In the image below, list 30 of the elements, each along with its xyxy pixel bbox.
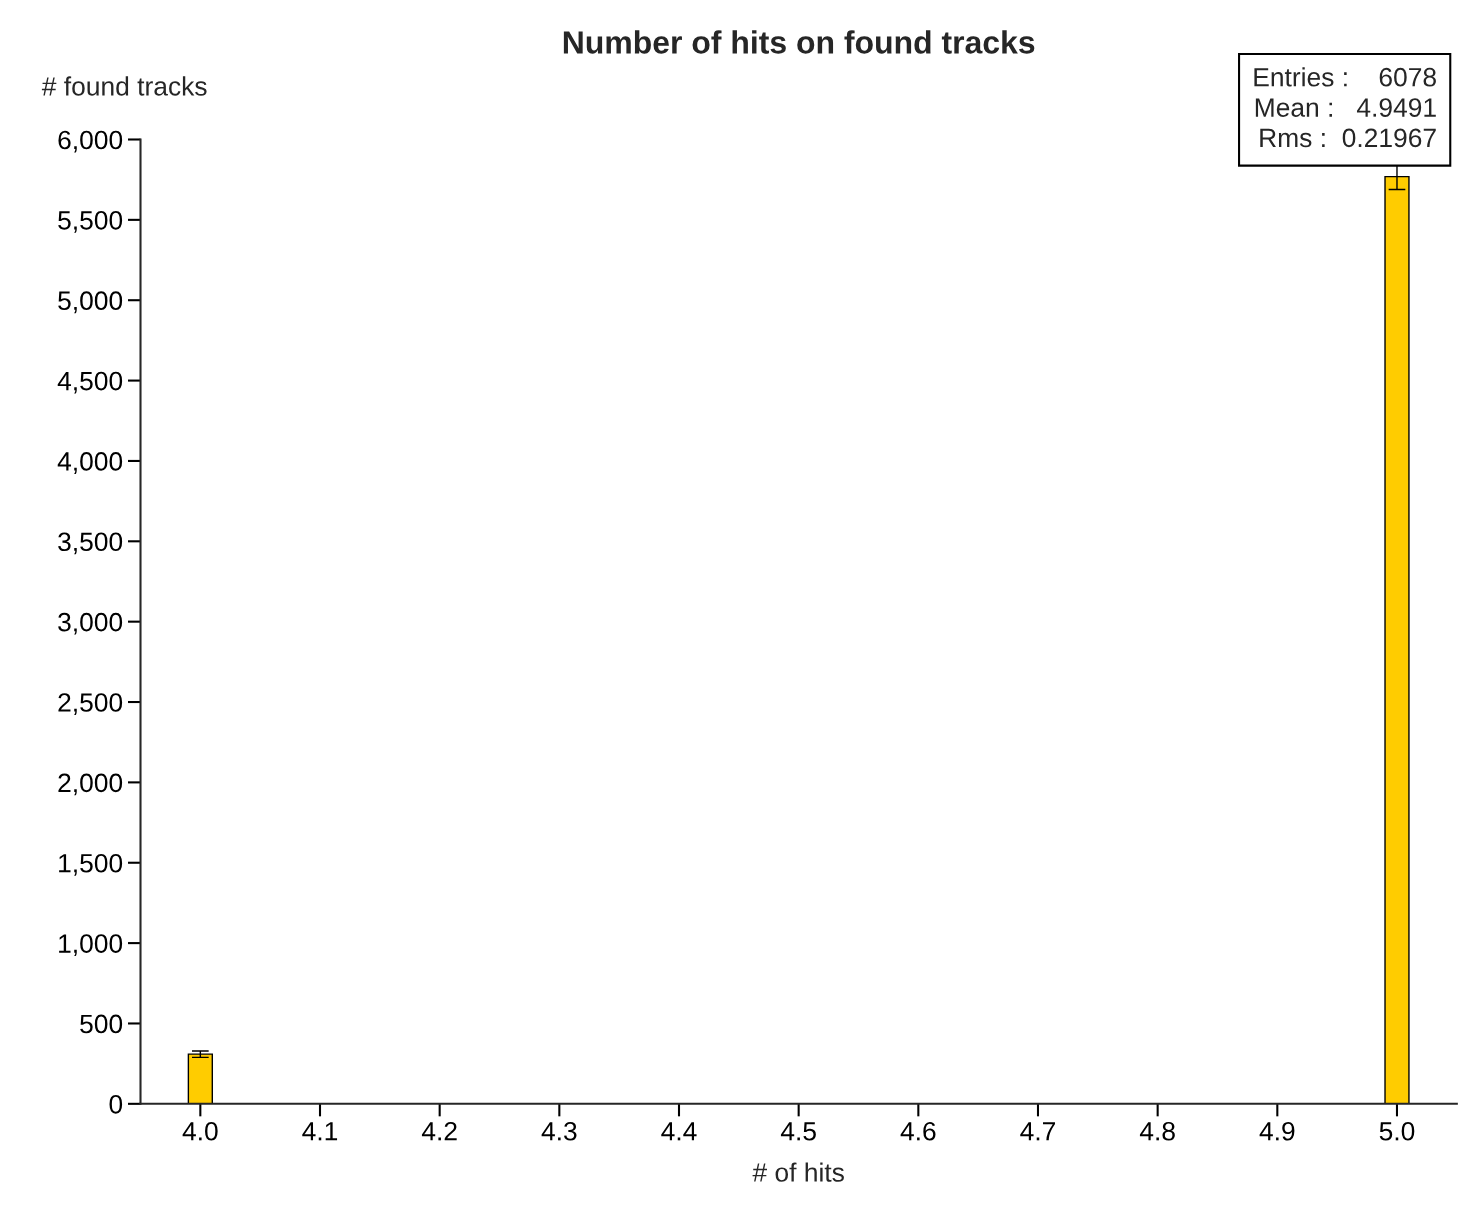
chart-title: Number of hits on found tracks xyxy=(563,30,1035,54)
y-tick-label: 4,000 xyxy=(57,452,123,474)
y-tick-label: 3,000 xyxy=(58,612,123,635)
y-tick-label: 2,000 xyxy=(58,773,123,796)
y-tick-label: 5,500 xyxy=(58,210,123,233)
y-axis-title: # found tracks xyxy=(41,76,207,96)
y-tick-label: 3,500 xyxy=(58,532,123,555)
y-tick-label: 4,500 xyxy=(57,371,123,394)
x-tick-label: 4.0 xyxy=(182,1121,218,1141)
x-tick-label: 4.9 xyxy=(1259,1121,1295,1141)
x-tick-label: 4.7 xyxy=(1020,1122,1056,1141)
x-tick-label: 5.0 xyxy=(1379,1121,1415,1141)
y-tick-label: 0 xyxy=(109,1094,123,1114)
x-tick-label: 4.8 xyxy=(1139,1121,1175,1141)
x-tick-label: 4.5 xyxy=(780,1122,816,1141)
y-tick-label: 500 xyxy=(80,1014,123,1034)
text: Mean : 4.9491 xyxy=(1255,98,1436,117)
y-tick-label: 5,000 xyxy=(58,291,123,314)
y-tick-label: 1,500 xyxy=(59,853,123,876)
x-tick-label: 4.6 xyxy=(900,1121,936,1141)
y-tick-label: 6,000 xyxy=(58,130,123,153)
x-tick-label: 4.3 xyxy=(541,1121,577,1141)
annotation: Rms : 0.21967 xyxy=(1260,128,1436,148)
x-tick-label: 4.4 xyxy=(661,1122,697,1141)
text: Entries : 6078 xyxy=(1254,67,1436,87)
y-tick-label: 2,500 xyxy=(58,693,123,715)
y-tick-label: 1,000 xyxy=(59,934,123,957)
x-tick-label: 4.1 xyxy=(302,1122,338,1141)
x-tick-label: 4.2 xyxy=(421,1121,457,1141)
x-axis-title: # of hits xyxy=(752,1162,844,1182)
